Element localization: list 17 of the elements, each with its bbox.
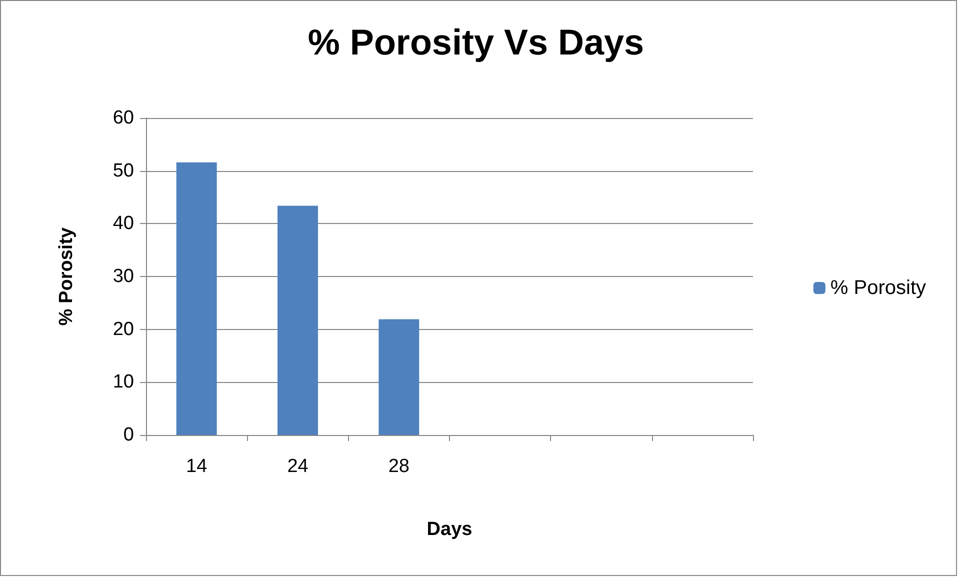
x-axis-title: Days xyxy=(426,519,472,540)
legend-label: % Porosity xyxy=(830,277,926,299)
y-axis-title: % Porosity xyxy=(56,226,77,326)
chart-title: % Porosity Vs Days xyxy=(308,22,644,62)
bar xyxy=(176,162,217,435)
y-tick-label: 20 xyxy=(112,318,134,340)
y-tick-label: 60 xyxy=(112,108,134,128)
y-tick-label: 30 xyxy=(112,266,134,287)
bar xyxy=(378,319,420,435)
y-tick-label: 10 xyxy=(112,372,134,393)
y-tick-label: 0 xyxy=(123,424,134,446)
x-tick-label: 28 xyxy=(388,456,410,477)
x-tick-label: 24 xyxy=(287,456,309,477)
y-tick-label: 40 xyxy=(112,213,134,234)
bar xyxy=(278,206,318,435)
x-tick-label: 14 xyxy=(186,456,208,477)
y-tick-label: 50 xyxy=(112,160,134,182)
